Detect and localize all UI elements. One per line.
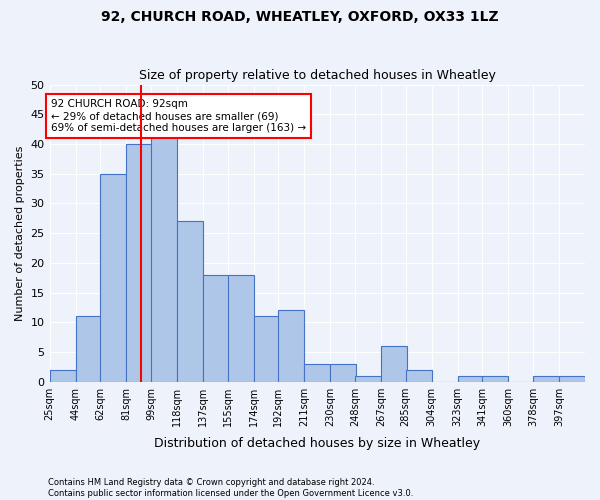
Y-axis label: Number of detached properties: Number of detached properties: [15, 146, 25, 321]
Bar: [76, 316, 101, 382]
Bar: [406, 370, 431, 382]
Bar: [177, 221, 203, 382]
Bar: [50, 370, 76, 382]
Bar: [126, 144, 152, 382]
Bar: [100, 174, 126, 382]
Bar: [533, 376, 559, 382]
Bar: [254, 316, 280, 382]
Text: 92, CHURCH ROAD, WHEATLEY, OXFORD, OX33 1LZ: 92, CHURCH ROAD, WHEATLEY, OXFORD, OX33 …: [101, 10, 499, 24]
Bar: [355, 376, 381, 382]
Bar: [559, 376, 585, 382]
Bar: [330, 364, 356, 382]
Bar: [278, 310, 304, 382]
X-axis label: Distribution of detached houses by size in Wheatley: Distribution of detached houses by size …: [154, 437, 481, 450]
Bar: [381, 346, 407, 382]
Bar: [304, 364, 330, 382]
Bar: [458, 376, 484, 382]
Title: Size of property relative to detached houses in Wheatley: Size of property relative to detached ho…: [139, 69, 496, 82]
Text: 92 CHURCH ROAD: 92sqm
← 29% of detached houses are smaller (69)
69% of semi-deta: 92 CHURCH ROAD: 92sqm ← 29% of detached …: [51, 100, 306, 132]
Bar: [151, 132, 177, 382]
Text: Contains HM Land Registry data © Crown copyright and database right 2024.
Contai: Contains HM Land Registry data © Crown c…: [48, 478, 413, 498]
Bar: [482, 376, 508, 382]
Bar: [227, 274, 254, 382]
Bar: [203, 274, 229, 382]
